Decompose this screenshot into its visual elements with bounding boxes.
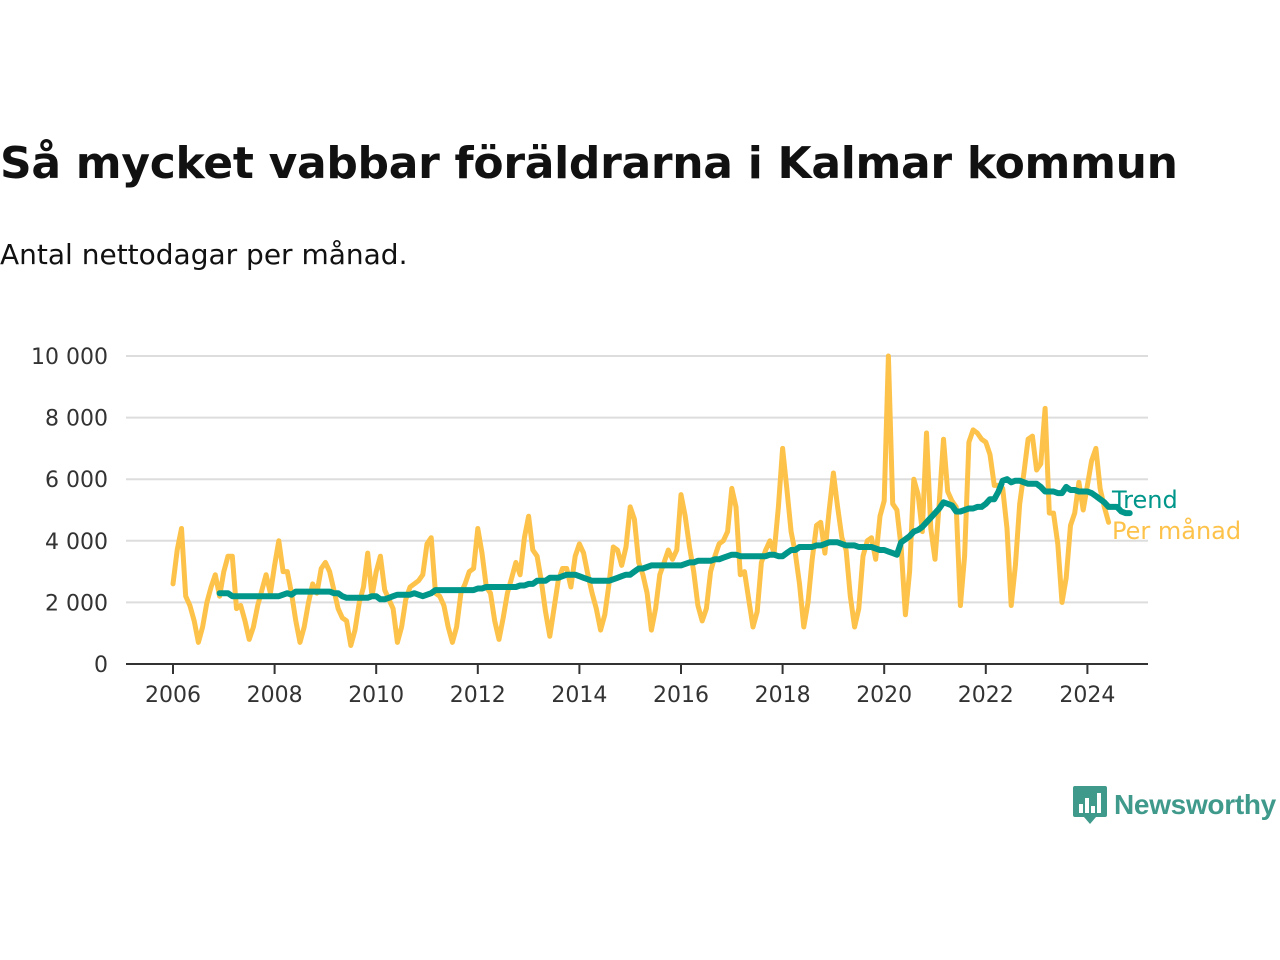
monthly-series-label: Per månad <box>1112 516 1241 545</box>
y-tick-label: 2 000 <box>45 591 108 616</box>
y-tick-label: 4 000 <box>45 530 108 555</box>
x-tick-label: 2022 <box>958 683 1014 708</box>
x-tick-label: 2016 <box>653 683 709 708</box>
brand-name: Newsworthy <box>1114 789 1276 820</box>
y-tick-label: 0 <box>94 653 108 678</box>
trend-series-label: Trend <box>1111 486 1178 514</box>
x-tick-label: 2008 <box>247 683 303 708</box>
newsworthy-logo-icon <box>1073 786 1107 824</box>
x-tick-label: 2012 <box>450 683 506 708</box>
chart-series <box>170 353 1133 648</box>
line-chart: 0 2 000 4 000 6 000 8 000 10 000 2006 2008 2010… <box>31 345 1241 708</box>
trend-line <box>216 476 1133 603</box>
chart-subtitle: Antal nettodagar per månad. <box>0 238 408 271</box>
x-tick-label: 2006 <box>145 683 201 708</box>
x-tick-label: 2020 <box>856 683 912 708</box>
brand-logo: Newsworthy <box>1072 784 1276 826</box>
y-tick-label: 10 000 <box>31 345 108 370</box>
y-tick-label: 8 000 <box>45 407 108 432</box>
x-tick-label: 2014 <box>551 683 607 708</box>
gridlines <box>126 355 1148 604</box>
x-axis: 2006 2008 2010 2012 2014 2016 2018 2020 2022 2024 <box>126 663 1148 708</box>
y-tick-label: 6 000 <box>45 468 108 493</box>
chart-title: Så mycket vabbar föräldrarna i Kalmar ko… <box>0 138 1178 189</box>
x-tick-label: 2018 <box>755 683 811 708</box>
y-axis-tick-labels: 0 2 000 4 000 6 000 8 000 10 000 <box>31 345 108 678</box>
x-tick-label: 2010 <box>348 683 404 708</box>
x-tick-label: 2024 <box>1059 683 1115 708</box>
